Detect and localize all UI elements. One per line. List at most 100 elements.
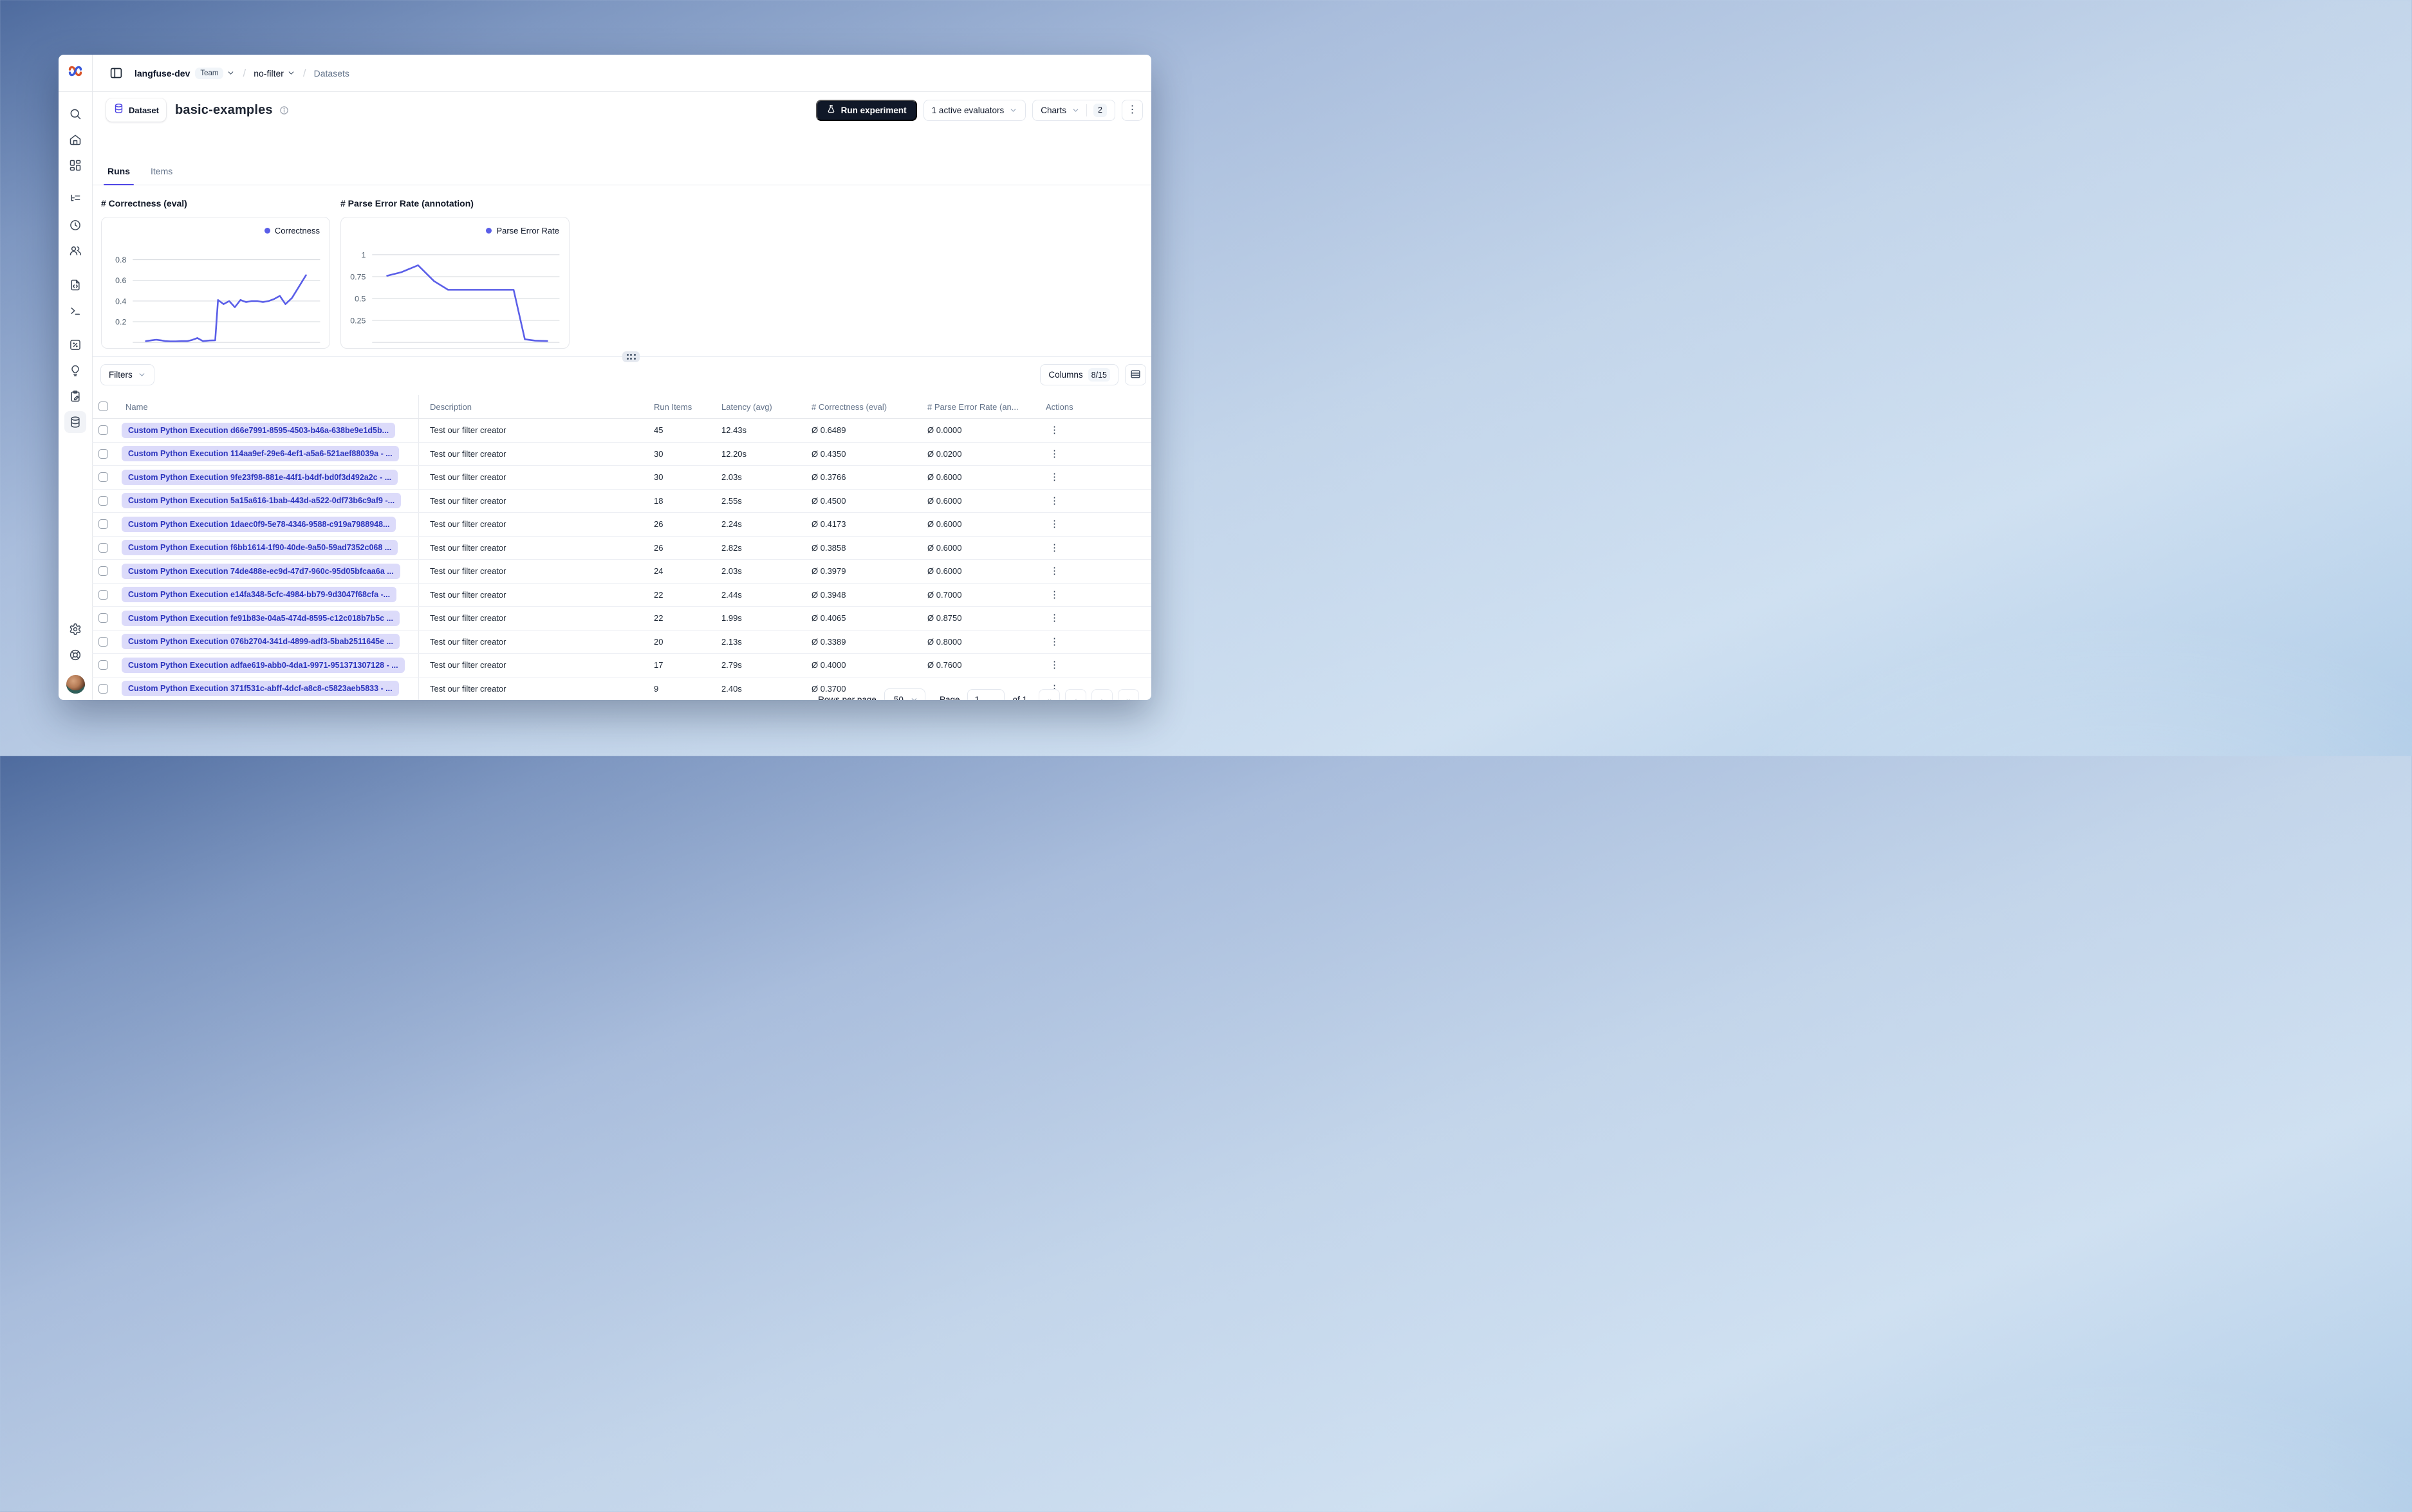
sidebar-toggle-button[interactable] xyxy=(106,64,125,83)
sidebar-item-settings[interactable] xyxy=(64,618,86,640)
select-all-checkbox[interactable] xyxy=(98,401,108,412)
breadcrumb-project[interactable]: langfuse-dev xyxy=(135,68,190,78)
run-latency: 2.03s xyxy=(721,472,742,483)
row-actions-button[interactable]: ⋮ xyxy=(1046,610,1062,627)
sidebar-item-support[interactable] xyxy=(64,644,86,666)
sidebar-item-sessions[interactable] xyxy=(64,214,86,236)
run-items-count: 26 xyxy=(654,542,663,553)
chevron-down-icon[interactable] xyxy=(287,69,295,77)
tab-items[interactable]: Items xyxy=(151,166,173,176)
dataset-type-badge: Dataset xyxy=(106,98,166,122)
next-page-button[interactable]: › xyxy=(1091,689,1113,700)
row-actions-button[interactable]: ⋮ xyxy=(1046,657,1062,674)
run-name-link[interactable]: Custom Python Execution 1daec0f9-5e78-43… xyxy=(122,516,396,532)
prev-page-button[interactable]: ‹ xyxy=(1065,689,1086,700)
columns-button[interactable]: Columns 8/15 xyxy=(1040,364,1118,385)
evaluators-dropdown[interactable]: 1 active evaluators xyxy=(923,99,1026,121)
run-name-link[interactable]: Custom Python Execution 076b2704-341d-48… xyxy=(122,634,400,650)
run-items-count: 17 xyxy=(654,660,663,670)
run-parse-error-rate-avg: Ø 0.0000 xyxy=(927,425,962,436)
row-actions-button[interactable]: ⋮ xyxy=(1046,445,1062,462)
row-checkbox[interactable] xyxy=(98,683,108,694)
database-icon xyxy=(113,103,124,117)
sidebar-item-annotation[interactable] xyxy=(64,385,86,407)
run-name-link[interactable]: Custom Python Execution 74de488e-ec9d-47… xyxy=(122,563,400,579)
rows-per-page-select[interactable]: 50 xyxy=(884,688,925,700)
row-checkbox[interactable] xyxy=(98,589,108,600)
table-row: Custom Python Execution fe91b83e-04a5-47… xyxy=(92,607,1151,631)
run-name-link[interactable]: Custom Python Execution d66e7991-8595-45… xyxy=(122,422,396,438)
run-name-link[interactable]: Custom Python Execution 9fe23f98-881e-44… xyxy=(122,469,398,485)
run-experiment-button[interactable]: Run experiment xyxy=(815,99,917,121)
run-name-link[interactable]: Custom Python Execution 5a15a616-1bab-44… xyxy=(122,493,402,509)
run-latency: 1.99s xyxy=(721,613,742,623)
user-avatar[interactable] xyxy=(66,675,85,694)
svg-text:0.25: 0.25 xyxy=(350,317,366,326)
row-actions-button[interactable]: ⋮ xyxy=(1046,422,1062,439)
row-checkbox[interactable] xyxy=(98,519,108,530)
run-name-link[interactable]: Custom Python Execution 371f531c-abff-4d… xyxy=(122,681,399,697)
row-height-button[interactable] xyxy=(1125,364,1146,385)
column-header-description[interactable]: Description xyxy=(430,401,472,412)
run-name-link[interactable]: Custom Python Execution 114aa9ef-29e6-4e… xyxy=(122,446,399,462)
run-name-link[interactable]: Custom Python Execution f6bb1614-1f90-40… xyxy=(122,540,398,556)
row-checkbox[interactable] xyxy=(98,448,108,459)
row-actions-button[interactable]: ⋮ xyxy=(1046,492,1062,509)
row-actions-button[interactable]: ⋮ xyxy=(1046,469,1062,486)
row-checkbox[interactable] xyxy=(98,495,108,506)
panel-resize-handle[interactable] xyxy=(622,351,640,362)
panel-divider xyxy=(92,356,1151,357)
sidebar-item-tracing[interactable] xyxy=(64,189,86,210)
table-body: Custom Python Execution d66e7991-8595-45… xyxy=(92,419,1151,700)
sidebar-item-search[interactable] xyxy=(64,103,86,125)
row-actions-button[interactable]: ⋮ xyxy=(1046,633,1062,650)
run-correctness-avg: Ø 0.3700 xyxy=(812,683,846,694)
run-parse-error-rate-avg: Ø 0.6000 xyxy=(927,566,962,576)
row-checkbox[interactable] xyxy=(98,566,108,576)
row-checkbox[interactable] xyxy=(98,542,108,553)
more-options-button[interactable]: ⋮ xyxy=(1122,99,1143,121)
row-checkbox[interactable] xyxy=(98,613,108,623)
row-actions-button[interactable]: ⋮ xyxy=(1046,563,1062,580)
last-page-button[interactable]: » xyxy=(1118,689,1139,700)
breadcrumb-section[interactable]: Datasets xyxy=(313,68,349,78)
sidebar-item-prompts[interactable] xyxy=(64,274,86,296)
sidebar-item-home[interactable] xyxy=(64,129,86,151)
run-name-link[interactable]: Custom Python Execution e14fa348-5cfc-49… xyxy=(122,587,397,603)
sidebar-item-datasets[interactable] xyxy=(64,411,86,433)
first-page-button[interactable]: « xyxy=(1039,689,1060,700)
sidebar-item-users[interactable] xyxy=(64,240,86,262)
row-actions-button[interactable]: ⋮ xyxy=(1046,516,1062,533)
filters-button[interactable]: Filters xyxy=(100,364,154,385)
row-checkbox[interactable] xyxy=(98,472,108,483)
legend-dot-icon xyxy=(264,228,270,234)
rows-per-page-value: 50 xyxy=(893,695,904,700)
breadcrumb-environment[interactable]: no-filter xyxy=(254,68,284,78)
sidebar-item-llm-judge[interactable] xyxy=(64,360,86,382)
tab-runs[interactable]: Runs xyxy=(104,166,134,185)
sidebar-item-evaluation[interactable] xyxy=(64,334,86,356)
row-checkbox[interactable] xyxy=(98,660,108,670)
column-header-latency[interactable]: Latency (avg) xyxy=(721,401,772,412)
sidebar-item-dashboards[interactable] xyxy=(64,154,86,176)
run-name-link[interactable]: Custom Python Execution adfae619-abb0-4d… xyxy=(122,657,405,673)
run-items-count: 45 xyxy=(654,425,663,436)
column-header-run-items[interactable]: Run Items xyxy=(654,401,692,412)
column-header-correctness[interactable]: # Correctness (eval) xyxy=(812,401,887,412)
column-header-name[interactable]: Name xyxy=(122,395,419,418)
page-number-input[interactable] xyxy=(967,689,1005,700)
row-checkbox[interactable] xyxy=(98,636,108,647)
row-actions-button[interactable]: ⋮ xyxy=(1046,539,1062,556)
row-actions-button[interactable]: ⋮ xyxy=(1046,586,1062,603)
columns-count-badge: 8/15 xyxy=(1088,368,1110,382)
info-icon[interactable] xyxy=(279,106,289,115)
column-header-parse-error-rate[interactable]: # Parse Error Rate (an... xyxy=(927,401,1019,412)
charts-dropdown[interactable]: Charts 2 xyxy=(1032,99,1115,121)
chevron-down-icon[interactable] xyxy=(227,69,235,77)
row-checkbox[interactable] xyxy=(98,425,108,436)
sidebar-item-playground[interactable] xyxy=(64,300,86,322)
clipboard-pen-icon xyxy=(69,390,82,403)
run-name-link[interactable]: Custom Python Execution fe91b83e-04a5-47… xyxy=(122,610,400,626)
run-description: Test our filter creator xyxy=(430,495,506,506)
run-correctness-avg: Ø 0.3766 xyxy=(812,472,846,483)
